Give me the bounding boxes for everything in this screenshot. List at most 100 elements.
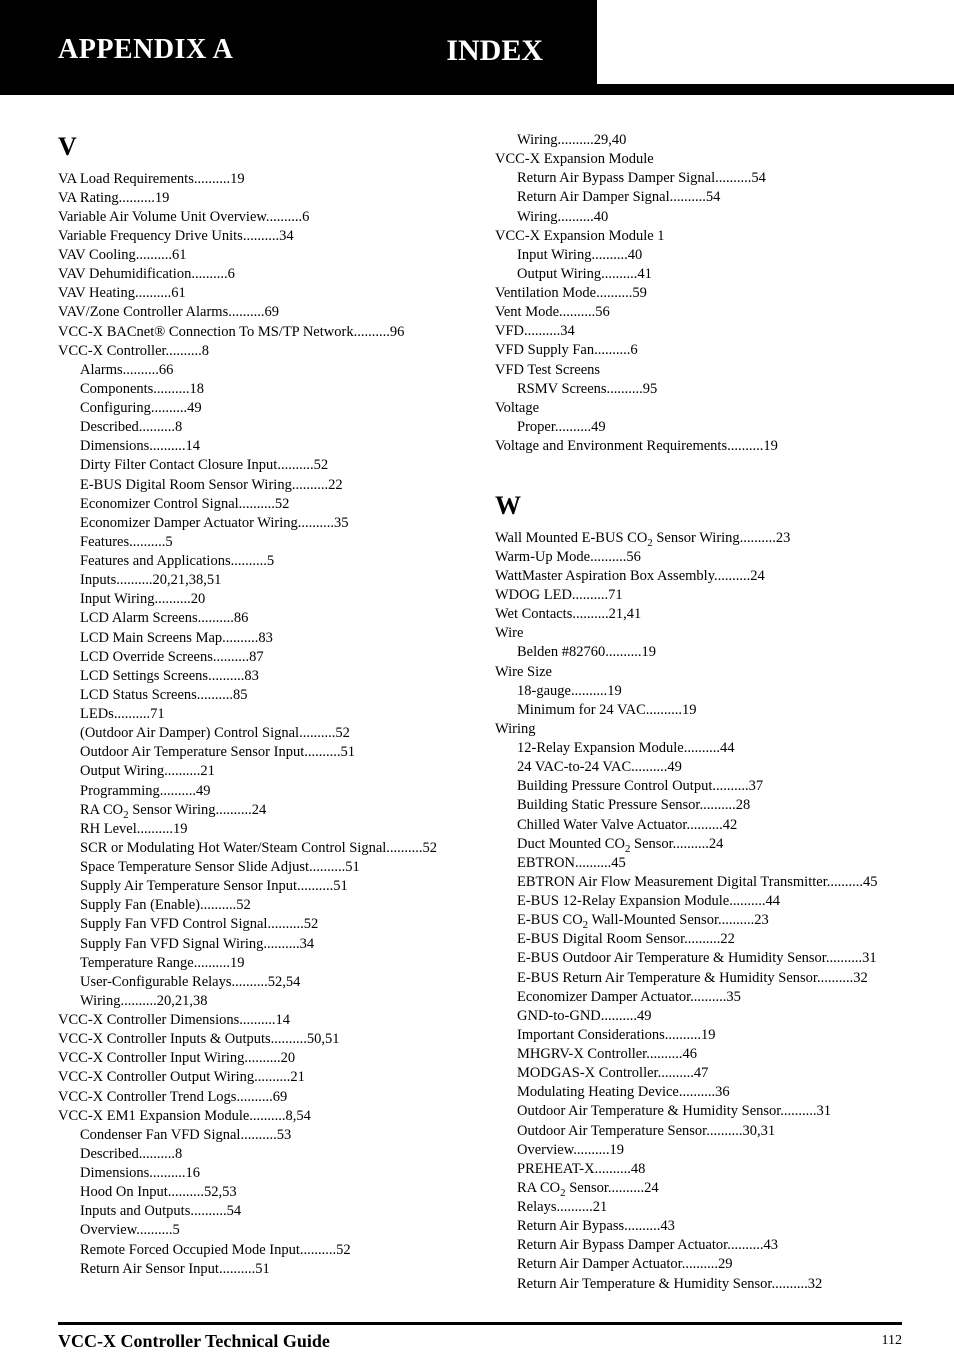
index-entry: EBTRON..........45	[495, 854, 902, 872]
index-entry: VFD Test Screens	[495, 361, 902, 379]
index-entry: Voltage	[495, 399, 902, 417]
index-entry: Return Air Damper Actuator..........29	[495, 1255, 902, 1273]
index-entry: Return Air Sensor Input..........51	[58, 1260, 465, 1278]
index-entry: 18-gauge..........19	[495, 682, 902, 700]
index-entry: Wiring..........20,21,38	[58, 992, 465, 1010]
index-entry: RSMV Screens..........95	[495, 380, 902, 398]
index-entry: VAV Dehumidification..........6	[58, 265, 465, 283]
index-entry: E-BUS 12-Relay Expansion Module.........…	[495, 892, 902, 910]
index-entry: Components..........18	[58, 380, 465, 398]
index-entry: Dimensions..........14	[58, 437, 465, 455]
index-entry: Overview..........19	[495, 1141, 902, 1159]
index-entry: Proper..........49	[495, 418, 902, 436]
left-column: V VA Load Requirements..........19VA Rat…	[58, 131, 465, 1294]
index-entry: VCC-X Controller Inputs & Outputs.......…	[58, 1030, 465, 1048]
index-entry: Described..........8	[58, 1145, 465, 1163]
index-entry: Ventilation Mode..........59	[495, 284, 902, 302]
index-entry: MODGAS-X Controller..........47	[495, 1064, 902, 1082]
index-entry: Wiring	[495, 720, 902, 738]
index-entry: Economizer Control Signal..........52	[58, 495, 465, 513]
index-entry: VCC-X Controller Input Wiring..........2…	[58, 1049, 465, 1067]
index-entry: Return Air Damper Signal..........54	[495, 188, 902, 206]
index-entry: VA Load Requirements..........19	[58, 170, 465, 188]
index-entry: Features and Applications..........5	[58, 552, 465, 570]
index-entry: Building Pressure Control Output........…	[495, 777, 902, 795]
index-entry: Return Air Bypass..........43	[495, 1217, 902, 1235]
header-left-title: APPENDIX A	[58, 34, 233, 66]
index-entry: Variable Air Volume Unit Overview.......…	[58, 208, 465, 226]
footer: VCC-X Controller Technical Guide 112	[0, 1325, 954, 1370]
index-entry: Hood On Input..........52,53	[58, 1183, 465, 1201]
header-right-title: INDEX	[446, 34, 543, 68]
index-entry: Alarms..........66	[58, 361, 465, 379]
index-entry: RA CO2 Sensor Wiring..........24	[58, 801, 465, 819]
index-entry: VCC-X EM1 Expansion Module..........8,54	[58, 1107, 465, 1125]
index-entry: Minimum for 24 VAC..........19	[495, 701, 902, 719]
index-entry: E-BUS Digital Room Sensor..........22	[495, 930, 902, 948]
index-entry: GND-to-GND..........49	[495, 1007, 902, 1025]
index-entry: EBTRON Air Flow Measurement Digital Tran…	[495, 873, 902, 891]
index-entry: Building Static Pressure Sensor.........…	[495, 796, 902, 814]
index-entry: Economizer Damper Actuator Wiring.......…	[58, 514, 465, 532]
index-entry: Outdoor Air Temperature Sensor..........…	[495, 1122, 902, 1140]
index-entry: VAV Cooling..........61	[58, 246, 465, 264]
index-entry: E-BUS Return Air Temperature & Humidity …	[495, 969, 902, 987]
index-entry: VCC-X Expansion Module	[495, 150, 902, 168]
index-entry: 24 VAC-to-24 VAC..........49	[495, 758, 902, 776]
index-entry: Duct Mounted CO2 Sensor..........24	[495, 835, 902, 853]
index-entry: Inputs..........20,21,38,51	[58, 571, 465, 589]
index-entry: Input Wiring..........20	[58, 590, 465, 608]
index-entry: 12-Relay Expansion Module..........44	[495, 739, 902, 757]
index-entry: Warm-Up Mode..........56	[495, 548, 902, 566]
index-entry: Wire Size	[495, 663, 902, 681]
index-entry: Temperature Range..........19	[58, 954, 465, 972]
index-entry: VCC-X Controller Trend Logs..........69	[58, 1088, 465, 1106]
index-entry: (Outdoor Air Damper) Control Signal.....…	[58, 724, 465, 742]
index-entry: RA CO2 Sensor..........24	[495, 1179, 902, 1197]
index-entry: SCR or Modulating Hot Water/Steam Contro…	[58, 839, 465, 857]
index-entry: RH Level..........19	[58, 820, 465, 838]
footer-page: 112	[882, 1333, 902, 1349]
section-gap	[495, 456, 902, 490]
index-entry: Dimensions..........16	[58, 1164, 465, 1182]
index-entry: Return Air Temperature & Humidity Sensor…	[495, 1275, 902, 1293]
index-entry: Chilled Water Valve Actuator..........42	[495, 816, 902, 834]
index-entry: Described..........8	[58, 418, 465, 436]
index-entry: WDOG LED..........71	[495, 586, 902, 604]
index-entry: VCC-X Controller..........8	[58, 342, 465, 360]
index-entry: Economizer Damper Actuator..........35	[495, 988, 902, 1006]
index-entry: Relays..........21	[495, 1198, 902, 1216]
index-entry: Wall Mounted E-BUS CO2 Sensor Wiring....…	[495, 529, 902, 547]
index-entry: Vent Mode..........56	[495, 303, 902, 321]
index-entry: Input Wiring..........40	[495, 246, 902, 264]
index-entry: Remote Forced Occupied Mode Input.......…	[58, 1241, 465, 1259]
index-entry: Configuring..........49	[58, 399, 465, 417]
index-entry: E-BUS Outdoor Air Temperature & Humidity…	[495, 949, 902, 967]
section-letter-w: W	[495, 490, 902, 523]
index-entry: Outdoor Air Temperature & Humidity Senso…	[495, 1102, 902, 1120]
index-entry: VAV Heating..........61	[58, 284, 465, 302]
index-entry: LCD Main Screens Map..........83	[58, 629, 465, 647]
index-entry: VAV/Zone Controller Alarms..........69	[58, 303, 465, 321]
index-entry: Programming..........49	[58, 782, 465, 800]
index-entry: Condenser Fan VFD Signal..........53	[58, 1126, 465, 1144]
index-entry: Belden #82760..........19	[495, 643, 902, 661]
index-entry: Space Temperature Sensor Slide Adjust...…	[58, 858, 465, 876]
index-entry: Overview..........5	[58, 1221, 465, 1239]
index-entry: Wire	[495, 624, 902, 642]
index-entry: Wiring..........40	[495, 208, 902, 226]
header-area: APPENDIX A INDEX	[0, 0, 597, 28]
index-entry: Supply Fan VFD Signal Wiring..........34	[58, 935, 465, 953]
page: APPENDIX A INDEX V VA Load Requirements.…	[0, 0, 954, 1370]
index-entry: Outdoor Air Temperature Sensor Input....…	[58, 743, 465, 761]
index-entry: Features..........5	[58, 533, 465, 551]
index-entry: Modulating Heating Device..........36	[495, 1083, 902, 1101]
content-columns: V VA Load Requirements..........19VA Rat…	[0, 95, 954, 1314]
index-entry: MHGRV-X Controller..........46	[495, 1045, 902, 1063]
index-entry: PREHEAT-X..........48	[495, 1160, 902, 1178]
index-entry: LCD Alarm Screens..........86	[58, 609, 465, 627]
index-entry: Wiring..........29,40	[495, 131, 902, 149]
index-entry: Wet Contacts..........21,41	[495, 605, 902, 623]
index-entry: VFD..........34	[495, 322, 902, 340]
index-entry: Inputs and Outputs..........54	[58, 1202, 465, 1220]
